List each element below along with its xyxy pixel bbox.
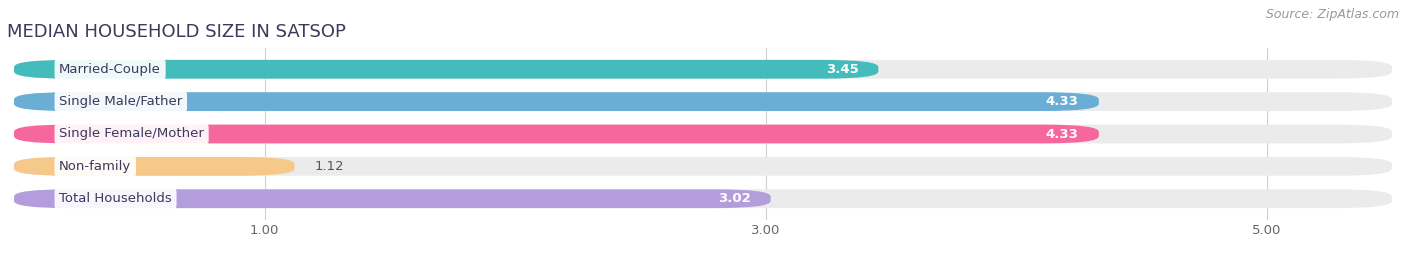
Text: MEDIAN HOUSEHOLD SIZE IN SATSOP: MEDIAN HOUSEHOLD SIZE IN SATSOP	[7, 23, 346, 41]
FancyBboxPatch shape	[14, 92, 1099, 111]
Text: 4.33: 4.33	[1046, 95, 1078, 108]
FancyBboxPatch shape	[14, 92, 1392, 111]
Text: Married-Couple: Married-Couple	[59, 63, 162, 76]
FancyBboxPatch shape	[14, 60, 879, 79]
FancyBboxPatch shape	[14, 125, 1099, 143]
Text: Single Male/Father: Single Male/Father	[59, 95, 183, 108]
FancyBboxPatch shape	[14, 189, 770, 208]
FancyBboxPatch shape	[14, 157, 1392, 176]
FancyBboxPatch shape	[14, 189, 1392, 208]
Text: 4.33: 4.33	[1046, 128, 1078, 140]
FancyBboxPatch shape	[14, 125, 1392, 143]
Text: 1.12: 1.12	[315, 160, 344, 173]
Text: Total Households: Total Households	[59, 192, 172, 205]
Text: Non-family: Non-family	[59, 160, 131, 173]
Text: Single Female/Mother: Single Female/Mother	[59, 128, 204, 140]
Text: Source: ZipAtlas.com: Source: ZipAtlas.com	[1265, 8, 1399, 21]
FancyBboxPatch shape	[14, 157, 295, 176]
Text: 3.45: 3.45	[825, 63, 858, 76]
Text: 3.02: 3.02	[718, 192, 751, 205]
FancyBboxPatch shape	[14, 60, 1392, 79]
